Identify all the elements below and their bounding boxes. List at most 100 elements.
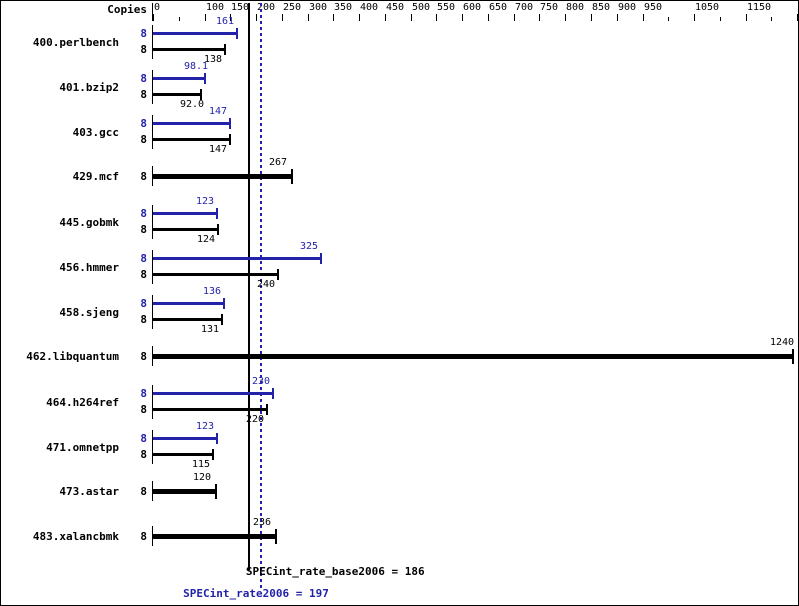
copies-value-base: 8 [140,133,147,146]
axis-tick-label: 750 [540,2,559,13]
row-origin-stem [152,166,153,186]
axis-tick-major [643,14,644,21]
summary-peak-score: SPECint_rate2006 = 197 [183,587,329,600]
copies-value-base: 8 [140,223,147,236]
axis-tick-major [694,14,695,21]
axis-tick-minor [720,17,721,21]
row-origin-stem [152,250,153,284]
benchmark-name-403-gcc: 403.gcc [72,126,119,139]
copies-value-base: 8 [140,43,147,56]
bar-base [153,489,215,494]
bar-peak-value-label: 230 [252,376,271,387]
axis-tick-major [436,14,437,21]
benchmark-name-483-xalancbmk: 483.xalancbmk [32,530,119,543]
copies-value-peak: 8 [140,432,147,445]
copies-value-base: 8 [140,448,147,461]
bar-peak [153,392,272,395]
benchmark-name-400-perlbench: 400.perlbench [32,36,119,49]
marker-line-peak [260,3,262,588]
axis-tick-label: 100 [206,2,225,13]
benchmark-name-401-bzip2: 401.bzip2 [59,81,119,94]
copies-value-peak: 8 [140,72,147,85]
bar-peak [153,212,216,215]
bar-base-endcap [229,134,231,145]
bar-peak-endcap [216,208,218,219]
bar-peak-value-label: 123 [196,196,215,207]
bar-base [153,408,266,411]
bar-base-value-label: 120 [193,472,212,483]
axis-tick-major [411,14,412,21]
bar-base-endcap [215,484,217,499]
bar-base [153,453,212,456]
axis-tick-label: 500 [412,2,431,13]
axis-tick-label: 1150 [747,2,772,13]
bar-peak-value-label: 161 [216,16,235,27]
axis-tick-major [617,14,618,21]
axis-tick-major [565,14,566,21]
row-origin-stem [152,481,153,501]
row-origin-stem [152,295,153,329]
benchmark-name-458-sjeng: 458.sjeng [59,306,119,319]
bar-base [153,174,291,179]
bar-base [153,48,224,51]
bar-peak [153,302,223,305]
axis-tick-major [746,14,747,21]
bar-peak-value-label: 123 [196,421,215,432]
copies-value-base: 8 [140,170,147,183]
axis-tick-label: 300 [309,2,328,13]
axis-tick-major [797,14,798,21]
copies-value-base: 8 [140,88,147,101]
copies-value-base: 8 [140,403,147,416]
axis-tick-minor [179,17,180,21]
axis-tick-label: 900 [618,2,637,13]
bar-base-endcap [792,349,794,364]
bar-base-endcap [200,89,202,100]
axis-tick-label: 200 [257,2,276,13]
bar-base [153,228,217,231]
copies-value-peak: 8 [140,207,147,220]
bar-base-value-label: 131 [201,324,220,335]
copies-value-peak: 8 [140,27,147,40]
axis-tick-major [359,14,360,21]
axis-tick-label: 400 [360,2,379,13]
axis-tick-label: 550 [437,2,456,13]
row-origin-stem [152,430,153,464]
copies-value-peak: 8 [140,117,147,130]
row-origin-stem [152,115,153,149]
axis-tick-label: 150 [231,2,250,13]
bar-base-endcap [266,404,268,415]
row-origin-stem [152,346,153,366]
axis-tick-major [153,14,154,21]
axis-tick-minor [771,17,772,21]
bar-base-value-label: 220 [246,414,265,425]
bar-base [153,534,275,539]
axis-tick-label: 0 [154,2,161,13]
y-axis-line [152,3,153,21]
bar-base-value-label: 236 [253,517,272,528]
benchmark-name-471-omnetpp: 471.omnetpp [46,441,119,454]
bar-base-value-label: 115 [192,459,211,470]
axis-tick-label: 450 [386,2,405,13]
bar-base-endcap [217,224,219,235]
bar-peak-endcap [223,298,225,309]
copies-header-label: Copies [107,3,147,16]
axis-tick-major [282,14,283,21]
benchmark-name-456-hmmer: 456.hmmer [59,261,119,274]
bar-base-value-label: 92.0 [180,99,205,110]
bar-base [153,138,229,141]
summary-base-score: SPECint_rate_base2006 = 186 [245,565,425,578]
axis-tick-label: 650 [489,2,508,13]
bar-peak-endcap [204,73,206,84]
marker-line-base [248,3,250,570]
bar-peak-endcap [236,28,238,39]
bar-peak-value-label: 98.1 [184,61,209,72]
row-origin-stem [152,70,153,104]
axis-tick-label: 700 [515,2,534,13]
benchmark-name-445-gobmk: 445.gobmk [59,216,119,229]
axis-tick-label: 1050 [695,2,720,13]
row-origin-stem [152,385,153,419]
axis-tick-major [385,14,386,21]
bar-base-endcap [212,449,214,460]
